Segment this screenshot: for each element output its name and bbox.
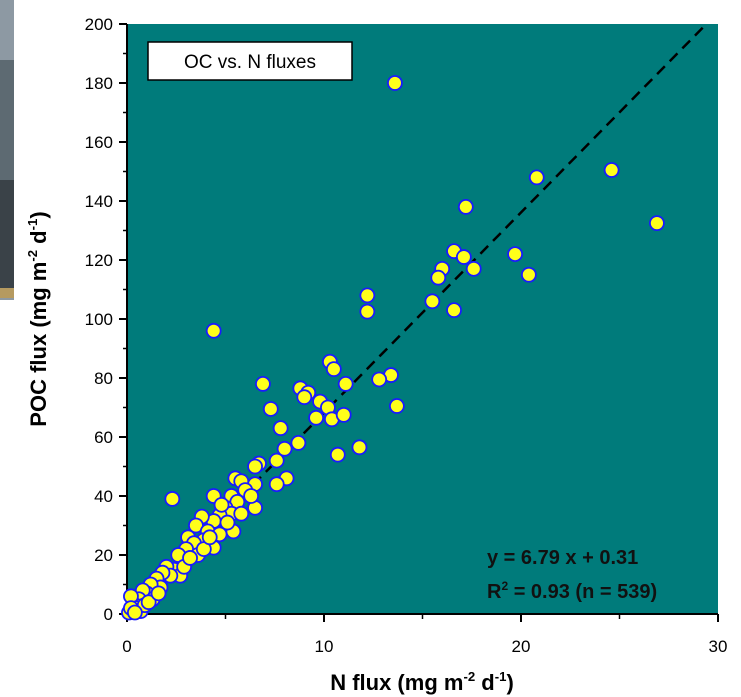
label-part: ) <box>506 670 513 695</box>
point <box>308 409 325 426</box>
point <box>465 260 482 277</box>
point <box>603 162 620 178</box>
y-tick-label: 120 <box>85 251 113 270</box>
label-part: = 0.93 (n = 539) <box>508 581 657 603</box>
point <box>387 75 403 91</box>
point <box>325 361 342 378</box>
annotation: R2 = 0.93 (n = 539) <box>487 579 657 603</box>
point <box>446 302 462 319</box>
legend-text: OC vs. N fluxes <box>184 52 316 73</box>
point <box>520 266 537 283</box>
label-part: R <box>487 581 502 603</box>
point <box>150 585 167 602</box>
point <box>335 406 352 423</box>
point <box>430 269 447 286</box>
x-tick-label: 20 <box>512 637 531 656</box>
superscript: 2 <box>501 579 508 593</box>
point <box>337 375 354 392</box>
point <box>649 215 665 232</box>
y-tick-label: 80 <box>94 369 113 388</box>
point <box>243 488 260 504</box>
y-tick-label: 100 <box>85 310 113 329</box>
y-tick-label: 0 <box>104 605 113 624</box>
point <box>455 249 472 265</box>
y-tick-label: 140 <box>85 192 113 211</box>
superscript: -2 <box>25 250 40 262</box>
y-tick-label: 180 <box>85 74 113 93</box>
point <box>388 398 405 414</box>
label-part: d <box>26 230 51 250</box>
label-part: ) <box>26 211 51 218</box>
superscript: -1 <box>25 219 40 231</box>
label-part: y = 6.79 x + 0.31 <box>487 547 638 569</box>
x-tick-label: 30 <box>709 637 728 656</box>
fit-line <box>126 23 708 614</box>
point <box>329 446 346 463</box>
point <box>359 287 376 304</box>
point <box>528 169 545 186</box>
point <box>182 550 198 566</box>
label-part: N flux (mg m <box>330 670 463 695</box>
point <box>140 594 157 611</box>
point <box>164 491 181 507</box>
point <box>276 440 293 457</box>
point <box>268 476 285 493</box>
superscript: -1 <box>495 669 507 684</box>
point <box>219 514 236 531</box>
label-part: d <box>475 670 495 695</box>
point <box>205 322 222 339</box>
point <box>371 371 388 388</box>
x-tick-label: 10 <box>315 637 334 656</box>
point <box>255 375 271 392</box>
point <box>351 439 368 456</box>
point <box>507 246 523 263</box>
point <box>268 452 285 469</box>
point <box>290 434 307 451</box>
y-tick-label: 200 <box>85 15 113 34</box>
point <box>424 293 441 310</box>
point <box>213 496 230 513</box>
y-tick-label: 40 <box>94 487 113 506</box>
annotation: y = 6.79 x + 0.31 <box>487 547 638 569</box>
legend-box <box>147 41 353 81</box>
point <box>126 604 143 621</box>
point <box>233 505 250 522</box>
superscript: -2 <box>463 669 475 684</box>
point <box>359 303 376 320</box>
point <box>247 458 263 475</box>
x-axis-label: N flux (mg m-2 d-1) <box>330 669 514 695</box>
label-part: POC flux (mg m <box>26 262 51 427</box>
point <box>457 198 474 215</box>
y-tick-label: 160 <box>85 133 113 152</box>
x-tick-label: 0 <box>122 637 131 656</box>
y-axis-label: POC flux (mg m-2 d-1) <box>25 211 51 426</box>
point <box>272 420 289 437</box>
point <box>262 401 279 417</box>
photo-fragment <box>0 0 14 300</box>
y-tick-label: 20 <box>94 546 113 565</box>
point <box>296 389 313 406</box>
point <box>201 529 218 546</box>
y-tick-label: 60 <box>94 428 113 447</box>
